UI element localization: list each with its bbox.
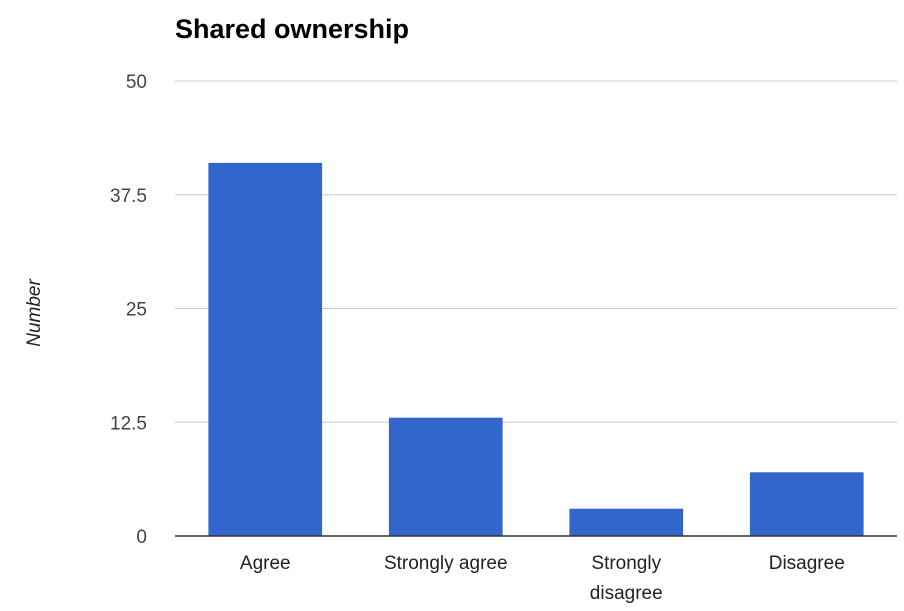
y-axis-tick-labels: 0 12.5 25 37.5 50 <box>110 72 147 548</box>
bar-disagree <box>749 472 864 536</box>
y-tick-label: 25 <box>126 300 147 321</box>
bars <box>208 162 864 536</box>
x-category-label: Strongly <box>591 553 661 574</box>
y-axis-title: Number <box>24 279 45 347</box>
x-axis-category-labels: Agree Strongly agree Strongly disagree Disag… <box>240 553 845 604</box>
y-tick-label: 12.5 <box>110 413 147 434</box>
chart-title: Shared ownership <box>175 14 409 44</box>
x-category-label: Strongly agree <box>384 553 508 574</box>
y-tick-label: 37.5 <box>110 186 147 207</box>
bar-strongly-disagree <box>569 508 684 536</box>
bar-strongly-agree <box>388 417 503 536</box>
y-tick-label: 50 <box>126 72 147 93</box>
x-category-label: Agree <box>240 553 291 574</box>
x-category-label: disagree <box>590 583 663 604</box>
y-tick-label: 0 <box>136 527 147 548</box>
bar-agree <box>208 162 323 536</box>
x-category-label: Disagree <box>769 553 845 574</box>
